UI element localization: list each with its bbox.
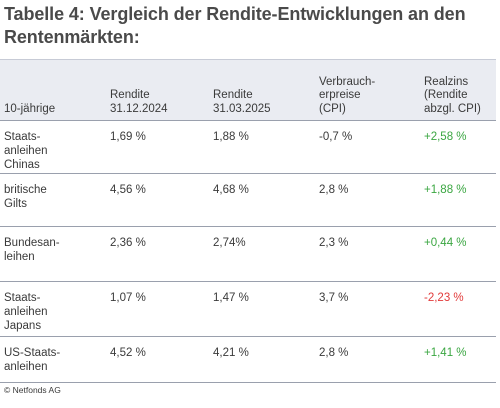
- row-bond-name: Staats-anleihen Japans: [4, 292, 48, 332]
- table-row: US-Staats-anleihen 4,52 % 4,21 % 2,8 % +…: [0, 337, 496, 383]
- row-real-rate: +2,58 %: [424, 131, 467, 143]
- row-cpi: 2,3 %: [319, 237, 349, 249]
- header-cpi: Verbrauch-erpreise (CPI): [319, 75, 376, 115]
- row-yield-2025: 4,21 %: [213, 347, 249, 359]
- table-header: 10-jährige Rendite 31.12.2024 Rendite 31.0…: [0, 59, 496, 121]
- header-yield-2025: Rendite 31.03.2025: [213, 89, 271, 115]
- row-cpi: 2,8 %: [319, 184, 349, 196]
- row-yield-2025: 4,68 %: [213, 184, 249, 196]
- row-yield-2024: 2,36 %: [110, 237, 146, 249]
- copyright-footer: © Netfonds AG: [4, 385, 61, 395]
- row-yield-2024: 4,56 %: [110, 184, 146, 196]
- row-yield-2025: 2,74%: [213, 237, 246, 249]
- header-bond-type: 10-jährige: [4, 102, 56, 115]
- row-real-rate: +1,41 %: [424, 347, 467, 359]
- row-yield-2024: 1,69 %: [110, 131, 146, 143]
- row-bond-name: Staats-anleihen Chinas: [4, 131, 48, 171]
- row-bond-name: britische Gilts: [4, 184, 47, 210]
- table-row: britische Gilts 4,56 % 4,68 % 2,8 % +1,88…: [0, 174, 496, 227]
- row-cpi: 3,7 %: [319, 292, 349, 304]
- table-row: Staats-anleihen Japans 1,07 % 1,47 % 3,7 …: [0, 282, 496, 337]
- row-real-rate: -2,23 %: [424, 292, 464, 304]
- row-yield-2025: 1,88 %: [213, 131, 249, 143]
- table-title: Tabelle 4: Vergleich der Rendite-Entwick…: [4, 4, 466, 47]
- row-yield-2024: 4,52 %: [110, 347, 146, 359]
- row-cpi: -0,7 %: [319, 131, 353, 143]
- row-yield-2024: 1,07 %: [110, 292, 146, 304]
- table-row: Staats-anleihen Chinas 1,69 % 1,88 % -0,7…: [0, 121, 496, 174]
- row-real-rate: +1,88 %: [424, 184, 467, 196]
- row-yield-2025: 1,47 %: [213, 292, 249, 304]
- row-bond-name: US-Staats-anleihen: [4, 347, 61, 373]
- header-yield-2024: Rendite 31.12.2024: [110, 89, 168, 115]
- row-cpi: 2,8 %: [319, 347, 349, 359]
- header-real-rate: Realzins (Rendite abzgl. CPI): [424, 75, 481, 115]
- table-row: Bundesan-leihen 2,36 % 2,74% 2,3 % +0,44…: [0, 227, 496, 282]
- bond-yield-table: 10-jährige Rendite 31.12.2024 Rendite 31.0…: [0, 59, 496, 383]
- row-bond-name: Bundesan-leihen: [4, 237, 60, 263]
- row-real-rate: +0,44 %: [424, 237, 467, 249]
